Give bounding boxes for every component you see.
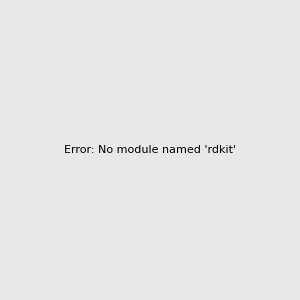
Text: Error: No module named 'rdkit': Error: No module named 'rdkit' [64, 145, 236, 155]
